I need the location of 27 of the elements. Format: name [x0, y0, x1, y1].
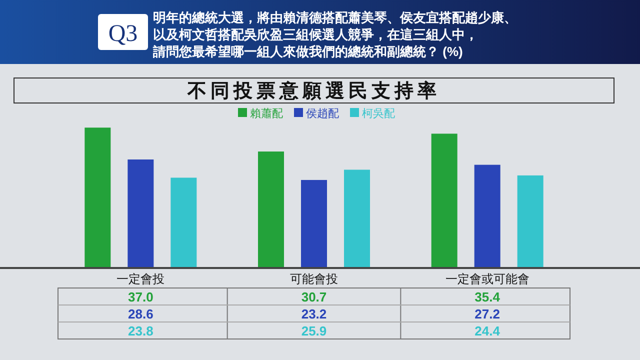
- bar: [431, 134, 458, 268]
- bar: [128, 159, 154, 268]
- bar: [344, 170, 370, 268]
- bar: [517, 175, 544, 268]
- legend-label: 柯吳配: [362, 108, 395, 120]
- data-label: 27.2: [474, 306, 500, 322]
- data-label: 30.7: [301, 290, 327, 304]
- legend-label: 賴蕭配: [250, 107, 283, 120]
- data-label: 37.0: [128, 290, 154, 304]
- x-tick-label: 一定會投: [116, 272, 165, 286]
- data-label: 24.4: [474, 324, 501, 338]
- bar: [258, 152, 284, 268]
- chart-subtitle: 明年的總統大選，將由賴清德搭配蕭美琴、侯友宜搭配趙少康、以及柯文哲搭配吳欣盈三組候選人競爭，在這三組人中，請問您最希望哪一組人來做我們的總統和副總統？ (%): [152, 10, 517, 59]
- chart-title: 不同投票意願選民支持率: [186, 80, 440, 102]
- data-label: 35.4: [474, 290, 501, 304]
- text: Q3: [108, 21, 138, 47]
- legend-label: 侯趙配: [306, 108, 339, 120]
- data-label: 23.2: [301, 306, 327, 322]
- data-label: 28.6: [128, 306, 154, 322]
- x-tick-label: 一定會或可能會: [445, 272, 530, 286]
- data-label: 25.9: [301, 324, 327, 338]
- bar: [474, 164, 500, 268]
- x-tick-label: 可能會投: [290, 272, 338, 286]
- bar: [170, 178, 197, 268]
- bar: [301, 180, 327, 268]
- data-label: 23.8: [128, 324, 154, 338]
- bar: [84, 128, 111, 268]
